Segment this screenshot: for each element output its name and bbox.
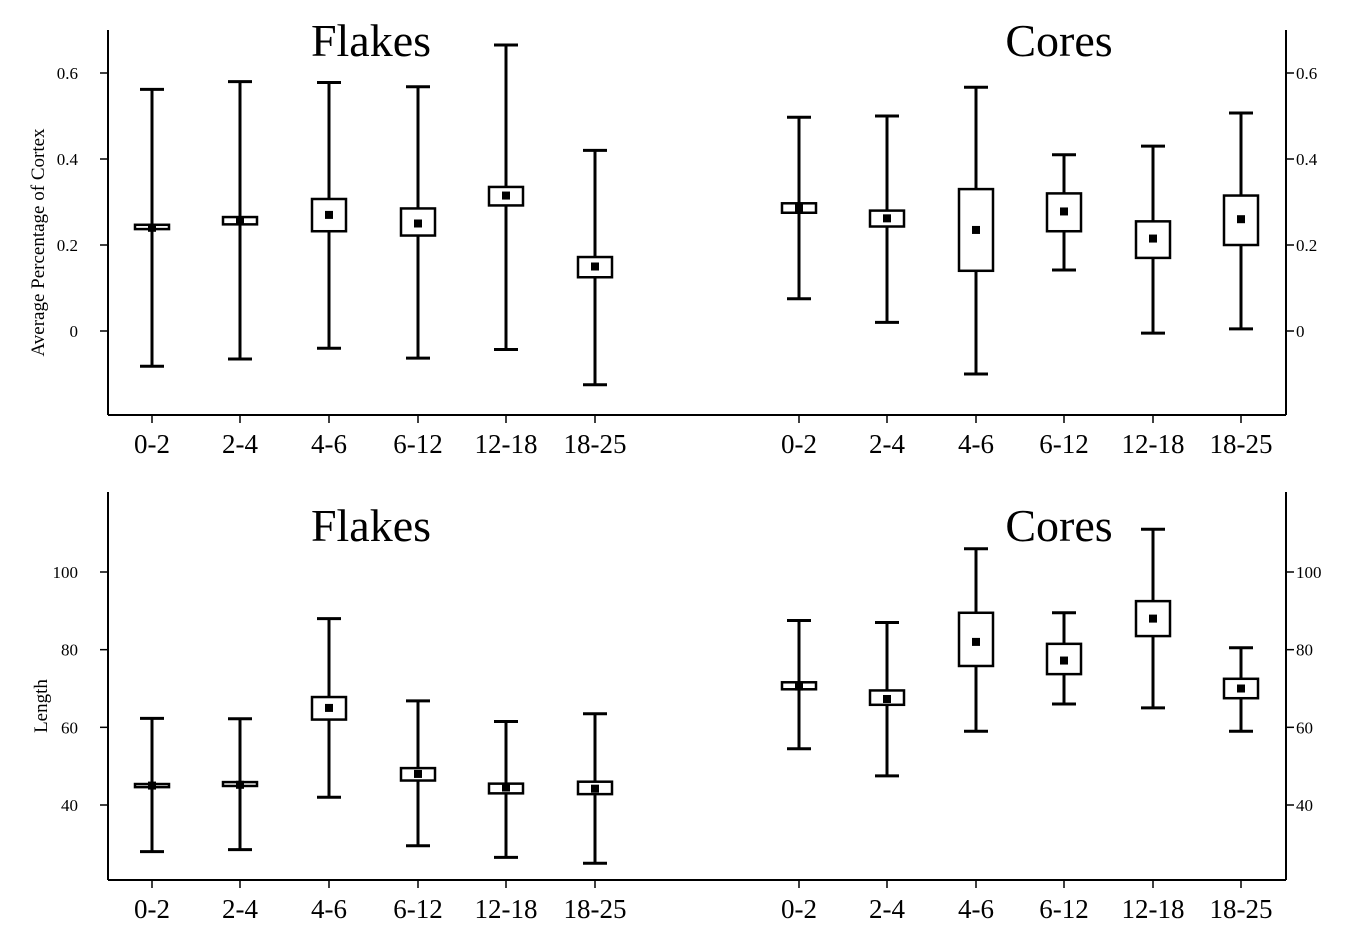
x-category-label: 0-2 [781, 894, 817, 924]
mean-marker [148, 781, 156, 790]
mean-marker [1237, 215, 1245, 224]
mean-marker [325, 210, 333, 219]
mean-marker [883, 694, 891, 703]
mean-marker [1237, 684, 1245, 693]
mean-marker [591, 262, 599, 271]
y-tick-label-right: 0.6 [1296, 64, 1317, 83]
mean-marker [502, 783, 510, 792]
x-category-label: 2-4 [222, 429, 258, 459]
x-category-label: 6-12 [393, 429, 443, 459]
x-category-label: 0-2 [134, 429, 170, 459]
y-tick-label-left: 60 [61, 718, 78, 737]
mean-marker [795, 204, 803, 213]
mean-marker [1149, 614, 1157, 623]
box [957, 611, 995, 668]
mean-marker [1060, 656, 1068, 665]
chart-panel-2: 40 40 60 60 80 80 100 100 Length Flakes 0-2 2-4 4-6 6… [31, 492, 1322, 924]
x-category-label: 18-25 [1210, 429, 1273, 459]
x-category-label: 2-4 [869, 894, 905, 924]
box [1134, 220, 1172, 260]
y-tick-label-right: 0.2 [1296, 236, 1317, 255]
y-tick-label-left: 0.4 [57, 150, 79, 169]
mean-marker [1149, 234, 1157, 243]
y-tick-label-left: 100 [53, 563, 79, 582]
x-category-label: 12-18 [475, 429, 538, 459]
x-category-label: 2-4 [869, 429, 905, 459]
y-tick-label-right: 80 [1296, 641, 1313, 660]
x-category-label: 12-18 [1122, 429, 1185, 459]
y-tick-label-right: 100 [1296, 563, 1322, 582]
box [1134, 599, 1172, 638]
y-tick-label-left: 80 [61, 641, 78, 660]
x-category-label: 6-12 [1039, 894, 1089, 924]
mean-marker [148, 223, 156, 232]
x-category-label: 18-25 [1210, 894, 1273, 924]
x-category-label: 2-4 [222, 894, 258, 924]
y-axis-label: Average Percentage of Cortex [28, 128, 49, 357]
y-axis-label: Length [31, 679, 52, 733]
x-category-label: 18-25 [564, 894, 627, 924]
mean-marker [502, 191, 510, 200]
x-category-label: 4-6 [958, 429, 994, 459]
x-category-label: 0-2 [134, 894, 170, 924]
y-tick-label-left: 0.2 [57, 236, 78, 255]
group-title-cores: Cores [1005, 500, 1112, 551]
mean-marker [236, 217, 244, 226]
group-title-flakes: Flakes [311, 15, 431, 66]
mean-marker [414, 219, 422, 228]
x-category-label: 0-2 [781, 429, 817, 459]
y-tick-label-left: 0.6 [57, 64, 78, 83]
y-tick-label-right: 0.4 [1296, 150, 1318, 169]
y-tick-label-right: 0 [1296, 322, 1305, 341]
x-category-label: 18-25 [564, 429, 627, 459]
mean-marker [1060, 207, 1068, 216]
x-category-label: 4-6 [311, 429, 347, 459]
mean-marker [236, 780, 244, 789]
group-title-flakes: Flakes [311, 500, 431, 551]
x-category-label: 12-18 [1122, 894, 1185, 924]
x-category-label: 6-12 [393, 894, 443, 924]
mean-marker [591, 784, 599, 793]
mean-marker [414, 769, 422, 778]
mean-marker [795, 682, 803, 691]
x-category-label: 4-6 [311, 894, 347, 924]
y-tick-label-left: 0 [70, 322, 79, 341]
box [310, 197, 348, 233]
mean-marker [325, 703, 333, 712]
y-tick-label-left: 40 [61, 796, 78, 815]
mean-marker [972, 225, 980, 234]
y-tick-label-right: 60 [1296, 718, 1313, 737]
x-category-label: 4-6 [958, 894, 994, 924]
group-title-cores: Cores [1005, 15, 1112, 66]
x-category-label: 12-18 [475, 894, 538, 924]
mean-marker [972, 637, 980, 646]
x-category-label: 6-12 [1039, 429, 1089, 459]
chart-panel-1: 0 0 0.2 0.2 0.4 0.4 0.6 0.6 Average Percentage o… [28, 15, 1318, 459]
y-tick-label-right: 40 [1296, 796, 1313, 815]
mean-marker [883, 214, 891, 223]
